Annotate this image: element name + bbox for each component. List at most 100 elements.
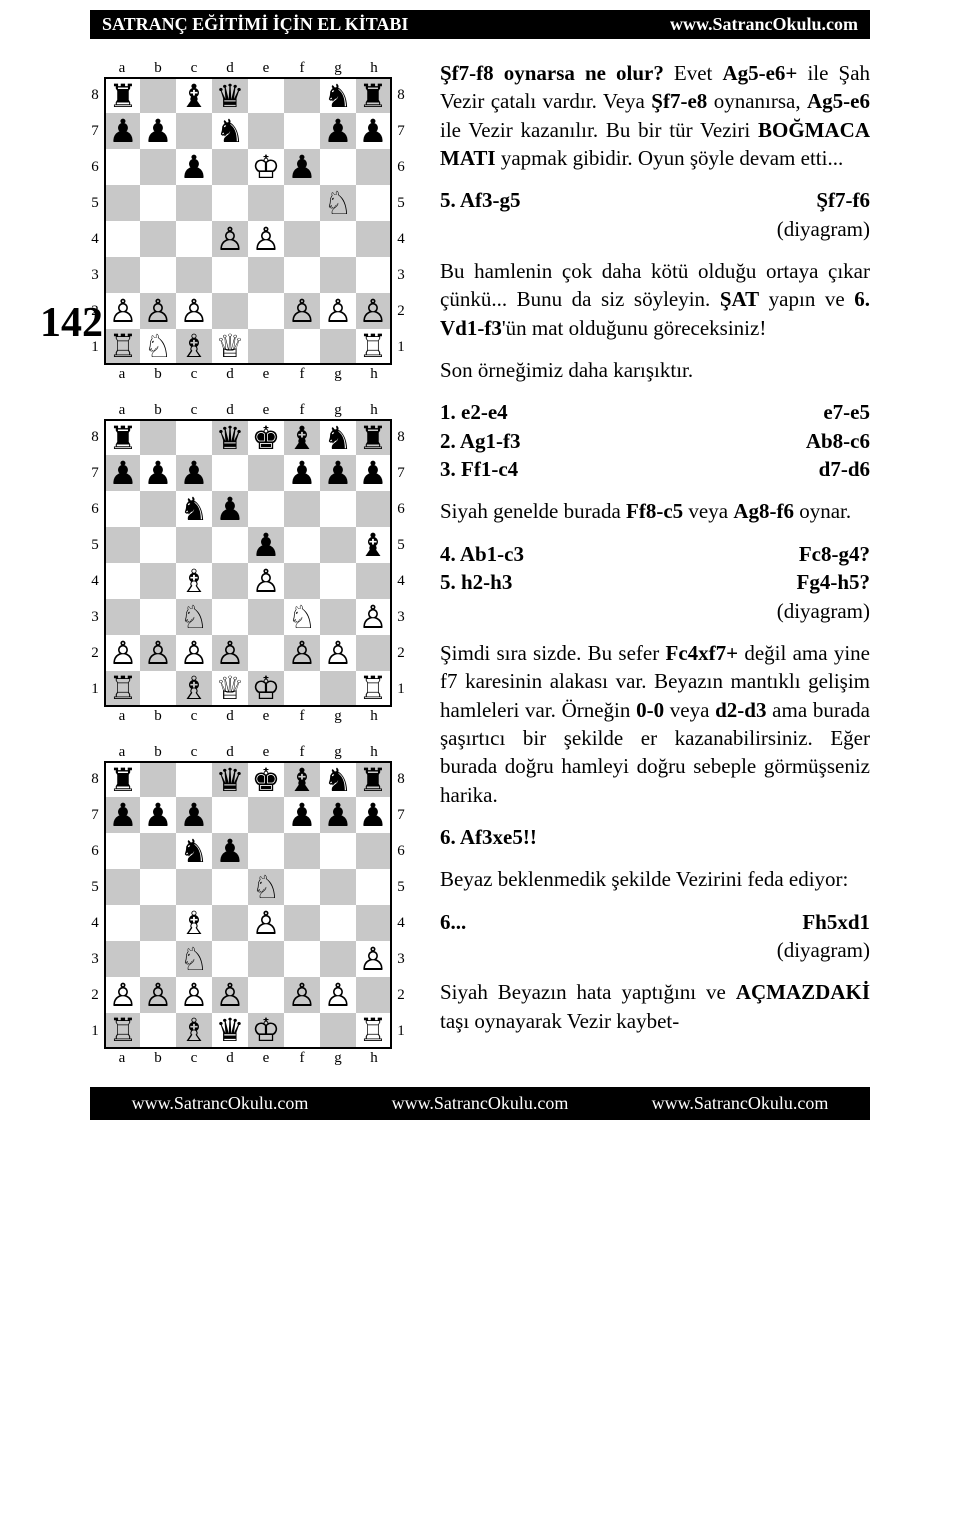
p4-bold-2: Ag8-f6 [733, 499, 794, 523]
chess-square: ♚ [248, 419, 284, 455]
chess-square: ♘ [176, 599, 212, 635]
paragraph-4: Siyah genelde burada Ff8-c5 veya Ag8-f6 … [440, 497, 870, 525]
m5-diagram: (diyagram) [534, 936, 870, 964]
chess-board-1: abcdefgh8♜♝♛♞♜87♟♟♞♟♟76♟♔♟65♘54♙♙4332♙♙♙… [86, 59, 410, 383]
chess-square [176, 221, 212, 257]
chess-square [284, 185, 320, 221]
paragraph-6: Beyaz beklenmedik şekilde Vezirini feda … [440, 865, 870, 893]
chess-square [212, 293, 248, 329]
chess-square [320, 149, 356, 185]
header-title-right: www.SatrancOkulu.com [670, 14, 858, 35]
chess-square: ♞ [320, 761, 356, 797]
chess-square: ♟ [284, 149, 320, 185]
chess-square [284, 113, 320, 149]
chess-square: ♟ [140, 797, 176, 833]
m3-2l: 5. h2-h3 [440, 568, 644, 596]
chess-square [212, 149, 248, 185]
right-column: Şf7-f8 oynarsa ne olur? Evet Ag5-e6+ ile… [440, 59, 870, 1067]
chess-square [248, 833, 284, 869]
chess-square [320, 527, 356, 563]
chess-square [176, 527, 212, 563]
chess-square [356, 977, 392, 1013]
chess-square: ♙ [140, 293, 176, 329]
chess-square [140, 149, 176, 185]
chess-board-3: abcdefgh8♜♛♚♝♞♜87♟♟♟♟♟♟76♞♟65♘54♗♙43♘♙32… [86, 743, 410, 1067]
chess-square: ♟ [356, 113, 392, 149]
chess-square: ♟ [104, 797, 140, 833]
chess-square [248, 455, 284, 491]
chess-square [140, 563, 176, 599]
chess-square [320, 257, 356, 293]
chess-square [284, 905, 320, 941]
chess-square: ♜ [104, 77, 140, 113]
chess-square: ♙ [104, 977, 140, 1013]
chess-square [212, 257, 248, 293]
chess-square: ♗ [176, 329, 212, 365]
chess-square [104, 563, 140, 599]
paragraph-7: Siyah Beyazın hata yaptığını ve AÇMAZDAK… [440, 978, 870, 1035]
chess-square [356, 869, 392, 905]
chess-square: ♟ [320, 797, 356, 833]
chess-square: ♗ [176, 905, 212, 941]
chess-square [284, 869, 320, 905]
chess-square: ♖ [356, 329, 392, 365]
m2-3r: d7-d6 [679, 455, 870, 483]
m2-1r: e7-e5 [679, 398, 870, 426]
chess-square: ♟ [320, 113, 356, 149]
m2-3l: 3. Ff1-c4 [440, 455, 679, 483]
p5-bold-1: Fc4xf7+ [666, 641, 739, 665]
chess-square: ♔ [248, 671, 284, 707]
chess-square [140, 599, 176, 635]
chess-square [104, 905, 140, 941]
chess-square: ♜ [356, 77, 392, 113]
left-column: 142 abcdefgh8♜♝♛♞♜87♟♟♞♟♟76♟♔♟65♘54♙♙433… [30, 59, 410, 1067]
chess-square [176, 185, 212, 221]
chess-square: ♙ [176, 293, 212, 329]
m2-1l: 1. e2-e4 [440, 398, 679, 426]
chess-square: ♙ [356, 941, 392, 977]
chess-square: ♙ [212, 635, 248, 671]
chess-square [284, 563, 320, 599]
move-block-5: 6...Fh5xd1 (diyagram) [440, 908, 870, 965]
chess-square [248, 293, 284, 329]
chess-square [140, 905, 176, 941]
chess-square [212, 455, 248, 491]
chess-square: ♕ [212, 329, 248, 365]
chess-square: ♖ [356, 1013, 392, 1049]
chess-square: ♛ [212, 419, 248, 455]
footer-url-2: www.SatrancOkulu.com [392, 1093, 569, 1114]
chess-square [140, 77, 176, 113]
page-body: 142 abcdefgh8♜♝♛♞♜87♟♟♞♟♟76♟♔♟65♘54♙♙433… [0, 39, 960, 1077]
paragraph-2: Bu hamlenin çok daha kötü olduğu ortaya … [440, 257, 870, 342]
chess-square: ♞ [176, 491, 212, 527]
chess-square: ♙ [284, 635, 320, 671]
chess-square: ♟ [284, 797, 320, 833]
chess-square: ♘ [248, 869, 284, 905]
chess-square [356, 563, 392, 599]
p4-bold-1: Ff8-c5 [626, 499, 683, 523]
m2-2r: Ab8-c6 [679, 427, 870, 455]
chess-square: ♟ [140, 455, 176, 491]
chess-square [176, 761, 212, 797]
chess-square: ♟ [140, 113, 176, 149]
chess-square [104, 257, 140, 293]
p2-bold-1: ŞAT [720, 287, 759, 311]
chess-square: ♜ [104, 419, 140, 455]
paragraph-3: Son örneğimiz daha karışıktır. [440, 356, 870, 384]
chess-square [104, 221, 140, 257]
chess-square: ♙ [212, 977, 248, 1013]
chess-square [176, 869, 212, 905]
chess-square [104, 149, 140, 185]
chess-square [284, 77, 320, 113]
paragraph-5: Şimdi sıra sizde. Bu sefer Fc4xf7+ değil… [440, 639, 870, 809]
chess-square: ♘ [140, 329, 176, 365]
chess-square: ♝ [284, 761, 320, 797]
chess-square: ♖ [104, 329, 140, 365]
chess-square [212, 869, 248, 905]
chess-square: ♚ [248, 761, 284, 797]
chess-square: ♙ [212, 221, 248, 257]
chess-square [140, 257, 176, 293]
chess-square [320, 941, 356, 977]
chess-square [104, 833, 140, 869]
move-1-right: Şf7-f6 [639, 186, 870, 214]
